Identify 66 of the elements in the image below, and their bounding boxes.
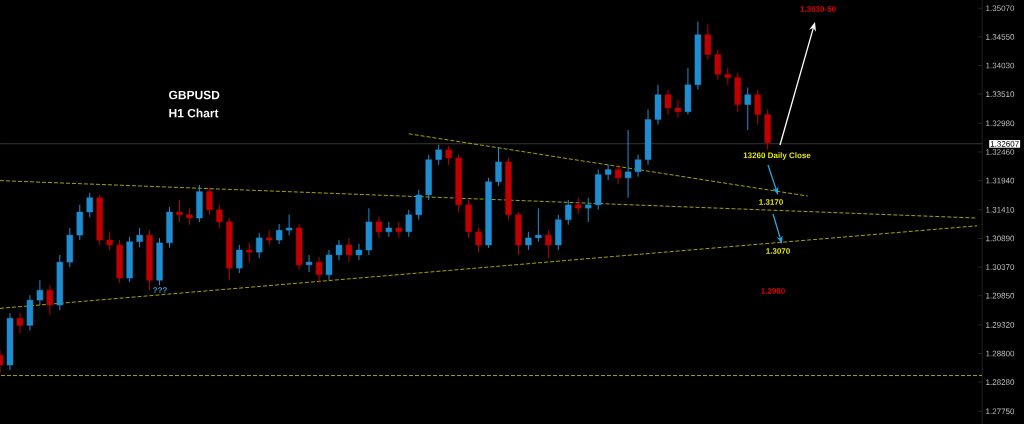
y-tick-label: 1.34030 (986, 62, 1015, 69)
candlestick (16, 312, 24, 334)
candlestick (704, 23, 712, 60)
candlestick (445, 145, 452, 166)
candlestick (405, 209, 412, 238)
candlestick (76, 204, 83, 241)
y-tick-label: 1.27750 (986, 408, 1015, 415)
y-tick-label: 1.33510 (986, 91, 1015, 97)
ref-line-label: 1.32607 (990, 141, 1019, 147)
candlestick (86, 192, 93, 218)
candlestick (585, 197, 592, 223)
annotation: 1.3070 (766, 248, 790, 254)
candlestick (136, 227, 143, 248)
candlestick (176, 199, 183, 223)
y-tick-label: 1.29850 (986, 292, 1015, 299)
text: H1 Chart (169, 108, 219, 118)
y-tick-label: 1.28800 (986, 350, 1015, 357)
annotation: 1.2980 (761, 288, 785, 294)
candlestick (565, 199, 572, 226)
annotation: 13260 Daily Close (743, 152, 811, 160)
candlestick (674, 99, 682, 119)
candlestick (495, 146, 502, 187)
candlestick (664, 89, 672, 116)
y-tick-label: 1.31410 (986, 206, 1015, 213)
candlestick (246, 242, 253, 263)
candlestick (106, 231, 113, 251)
y-tick-label: 1.29320 (986, 322, 1015, 328)
candlestick (345, 237, 353, 263)
candlestick (754, 89, 761, 125)
y-tick-label: 1.30890 (986, 235, 1015, 242)
candlestick (415, 189, 422, 221)
candlestick (206, 187, 213, 216)
candlestick (335, 239, 343, 261)
y-tick-label: 1.28280 (986, 379, 1015, 385)
candlestick (275, 223, 283, 245)
candlestick (46, 284, 54, 316)
candlestick (545, 229, 552, 259)
candlestick (325, 249, 333, 281)
annotation: ??? (153, 287, 167, 293)
candlestick (375, 216, 383, 239)
text: GBPUSD (169, 90, 220, 100)
candlestick (744, 87, 751, 131)
annotation: 1.3630-50 (800, 6, 836, 12)
annotation: 1.3170 (759, 199, 783, 205)
candlestick (624, 129, 632, 199)
candlestick (36, 279, 44, 306)
y-tick-label: 1.32980 (986, 120, 1015, 127)
candlestick (285, 214, 293, 236)
candlestick (634, 154, 642, 178)
candlestick (236, 244, 243, 274)
candlestick (315, 256, 323, 284)
candlestick (435, 144, 442, 166)
y-tick-label: 1.35070 (986, 5, 1015, 12)
y-tick-label: 1.34550 (986, 34, 1015, 40)
y-tick-label: 1.32460 (986, 149, 1015, 155)
candlestick (355, 243, 363, 261)
candlestick (256, 232, 263, 259)
y-tick-label: 1.30370 (986, 264, 1015, 270)
y-tick-label: 1.31940 (986, 177, 1015, 184)
candlestick (535, 207, 542, 243)
candlestick (714, 49, 722, 81)
candlestick (525, 231, 532, 251)
candlestick (614, 164, 622, 185)
candlestick (305, 254, 313, 273)
candlestick (475, 227, 482, 253)
candlestick (216, 204, 223, 229)
